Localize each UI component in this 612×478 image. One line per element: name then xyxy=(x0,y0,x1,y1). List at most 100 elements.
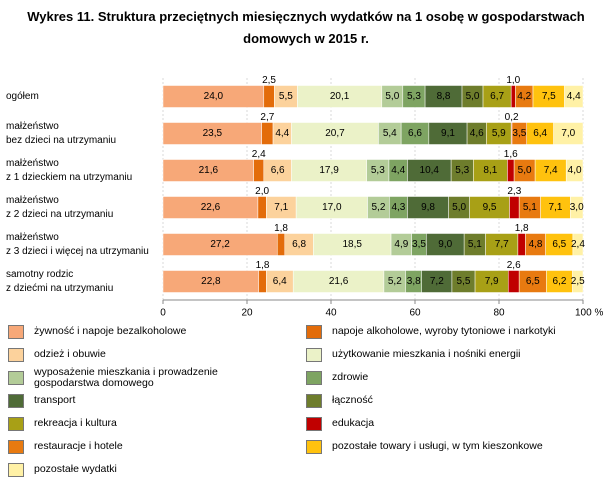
bar-segment xyxy=(507,159,515,182)
category-label: małżeństwo xyxy=(6,195,59,206)
value-label: 10,4 xyxy=(420,165,440,176)
category-label: ogółem xyxy=(6,91,39,102)
legend-label: łączność xyxy=(332,394,373,406)
value-label: 4,4 xyxy=(391,165,405,176)
value-label: 6,6 xyxy=(271,165,285,176)
bar-segment xyxy=(517,233,526,256)
value-label: 5,1 xyxy=(468,239,482,250)
legend-label: odzież i obuwie xyxy=(34,348,106,360)
value-label: 4,9 xyxy=(394,239,408,250)
legend-label: zdrowie xyxy=(332,371,369,383)
legend-item: odzież i obuwie xyxy=(8,343,306,366)
value-label: 4,0 xyxy=(568,165,582,176)
value-label: 3,8 xyxy=(407,276,421,287)
value-label: 1,0 xyxy=(506,75,520,86)
legend-label: restauracje i hotele xyxy=(34,440,123,452)
legend-label: pozostałe towary i usługi, w tym kieszon… xyxy=(332,440,543,452)
x-tick-label: 80 xyxy=(493,308,505,319)
value-label: 5,0 xyxy=(466,91,480,102)
x-tick-label: 40 xyxy=(325,308,337,319)
bar-segment xyxy=(570,196,584,219)
legend-swatch xyxy=(306,393,322,408)
value-label: 3,5 xyxy=(512,128,526,139)
bar-segment xyxy=(258,270,267,293)
value-label: 21,6 xyxy=(199,165,219,176)
category-label: małżeństwo xyxy=(6,232,59,243)
legend-item: edukacja xyxy=(306,412,606,435)
value-label: 7,4 xyxy=(544,165,558,176)
legend-item: użytkowanie mieszkania i nośniki energii xyxy=(306,343,606,366)
value-label: 6,6 xyxy=(408,128,422,139)
value-label: 1,8 xyxy=(256,260,270,271)
legend-swatch xyxy=(306,347,322,362)
value-label: 4,3 xyxy=(391,202,405,213)
value-label: 6,4 xyxy=(273,276,287,287)
legend-label: wyposażenie mieszkania i prowadzenie gos… xyxy=(34,365,218,389)
value-label: 18,5 xyxy=(342,239,362,250)
value-label: 5,4 xyxy=(383,128,397,139)
x-tick-label: 100 % xyxy=(575,308,603,319)
bar-segment xyxy=(565,159,584,182)
x-tick-label: 0 xyxy=(160,308,166,319)
value-label: 2,6 xyxy=(507,260,521,271)
legend-swatch xyxy=(8,347,24,362)
value-label: 27,2 xyxy=(210,239,230,250)
value-label: 6,2 xyxy=(553,276,567,287)
legend-swatch xyxy=(8,439,24,454)
legend-item: rekreacja i kultura xyxy=(8,412,306,435)
value-label: 2,5 xyxy=(571,276,585,287)
value-label: 3,5 xyxy=(412,239,426,250)
chart-title: Wykres 11. Struktura przeciętnych miesię… xyxy=(27,9,585,46)
bar-segment xyxy=(509,196,520,219)
value-label: 3,0 xyxy=(570,202,584,213)
legend-label: rekreacja i kultura xyxy=(34,417,117,429)
value-label: 6,7 xyxy=(490,91,504,102)
value-label: 22,6 xyxy=(201,202,221,213)
legend-swatch xyxy=(306,370,322,385)
value-label: 5,2 xyxy=(388,276,402,287)
value-label: 17,0 xyxy=(322,202,342,213)
bar-segment xyxy=(507,270,520,293)
value-label: 5,1 xyxy=(523,202,537,213)
legend-item: napoje alkoholowe, wyroby tytoniowe i na… xyxy=(306,320,606,343)
value-label: 7,2 xyxy=(430,276,444,287)
legend-item: wyposażenie mieszkania i prowadzenie gos… xyxy=(8,366,306,389)
value-label: 6,5 xyxy=(552,239,566,250)
bar-segment xyxy=(572,233,584,256)
legend-label: napoje alkoholowe, wyroby tytoniowe i na… xyxy=(332,325,556,337)
value-label: 17,9 xyxy=(319,165,339,176)
value-label: 5,5 xyxy=(457,276,471,287)
value-label: 2,7 xyxy=(260,112,274,123)
legend-label: żywność i napoje bezalkoholowe xyxy=(34,325,187,337)
value-label: 5,5 xyxy=(279,91,293,102)
bar-segment xyxy=(564,85,584,108)
value-label: 7,0 xyxy=(561,128,575,139)
legend-swatch xyxy=(8,393,24,408)
value-label: 5,3 xyxy=(407,91,421,102)
value-label: 7,7 xyxy=(495,239,509,250)
value-label: 20,1 xyxy=(330,91,350,102)
bar-segment xyxy=(553,122,584,145)
category-label: z 2 dzieci na utrzymaniu xyxy=(6,209,113,220)
value-label: 6,4 xyxy=(533,128,547,139)
bar-segment xyxy=(261,122,274,145)
value-label: 7,1 xyxy=(549,202,563,213)
value-label: 4,8 xyxy=(529,239,543,250)
value-label: 1,8 xyxy=(515,223,529,234)
value-label: 2,4 xyxy=(252,149,266,160)
bar-segment xyxy=(510,85,516,108)
category-label: z 1 dzieckiem na utrzymaniu xyxy=(6,172,132,183)
value-label: 5,0 xyxy=(452,202,466,213)
legend-label: transport xyxy=(34,394,76,406)
bar-segment xyxy=(263,85,275,108)
legend-label: użytkowanie mieszkania i nośniki energii xyxy=(332,348,521,360)
legend-item: żywność i napoje bezalkoholowe xyxy=(8,320,306,343)
value-label: 24,0 xyxy=(204,91,224,102)
value-label: 9,8 xyxy=(421,202,435,213)
bar-segment xyxy=(276,233,286,256)
value-label: 4,2 xyxy=(517,91,531,102)
legend-swatch xyxy=(8,462,24,477)
legend-swatch xyxy=(306,439,322,454)
legend-swatch xyxy=(8,324,24,339)
value-label: 5,3 xyxy=(371,165,385,176)
